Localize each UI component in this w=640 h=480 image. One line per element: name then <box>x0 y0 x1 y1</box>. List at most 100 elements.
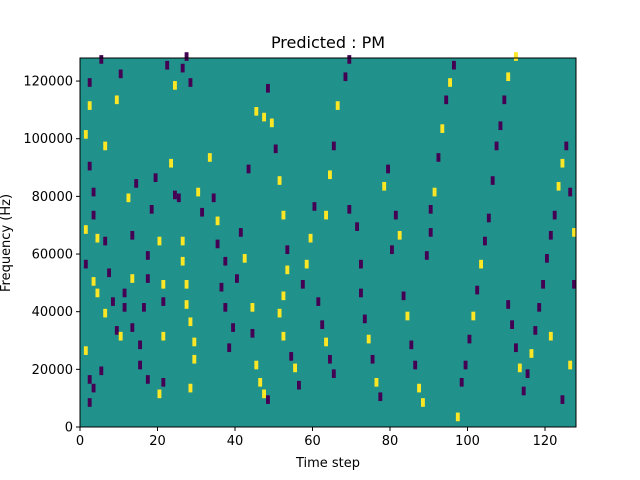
heatmap-cell <box>138 360 143 370</box>
heatmap-cell <box>432 187 437 197</box>
y-tick-label: 20000 <box>32 363 73 378</box>
heatmap-cell <box>196 187 201 197</box>
heatmap-cell <box>188 78 193 87</box>
heatmap-cell <box>486 213 491 223</box>
heatmap-cell <box>83 346 88 355</box>
heatmap-cell <box>421 398 425 407</box>
heatmap-cells <box>83 52 577 422</box>
heatmap-cell <box>297 380 301 390</box>
heatmap-cell <box>479 259 484 269</box>
heatmap-cell <box>424 251 429 260</box>
heatmap-cell <box>572 228 577 237</box>
heatmap-cell <box>564 141 569 151</box>
heatmap-cell <box>87 398 92 407</box>
heatmap-cell <box>494 141 499 151</box>
heatmap-cell <box>91 277 96 286</box>
heatmap-cell <box>413 360 418 370</box>
heatmap-cell <box>397 230 402 240</box>
heatmap-cell <box>556 181 561 191</box>
heatmap-cell <box>514 343 518 353</box>
heatmap-cell <box>308 233 313 243</box>
heatmap-cell <box>103 236 108 246</box>
heatmap-cell <box>510 320 515 329</box>
heatmap-cell <box>95 233 100 243</box>
heatmap-cell <box>374 377 379 387</box>
heatmap-cell <box>169 158 174 168</box>
heatmap-cell <box>328 354 332 364</box>
x-tick-label: 60 <box>304 434 321 449</box>
heatmap-cell <box>266 83 270 93</box>
heatmap-cell <box>215 239 220 249</box>
heatmap-cell <box>568 360 573 370</box>
heatmap-cell <box>83 130 88 139</box>
x-tick-label: 80 <box>382 434 399 449</box>
heatmap-cell <box>304 259 309 269</box>
heatmap-cell <box>463 360 468 370</box>
heatmap-cell <box>428 205 433 214</box>
heatmap-cell <box>87 78 92 87</box>
heatmap-cell <box>192 337 197 347</box>
heatmap-cell <box>91 210 96 220</box>
y-tick-label: 0 <box>65 421 73 436</box>
heatmap-cell <box>91 187 96 197</box>
x-axis: 0 20 40 60 80 100 120 <box>76 427 558 449</box>
heatmap-cell <box>184 52 189 61</box>
heatmap-cell <box>331 369 336 378</box>
heatmap-cell <box>266 395 270 404</box>
plot-frame <box>79 57 577 428</box>
heatmap-cell <box>289 352 294 361</box>
heatmap-cell <box>223 256 228 266</box>
y-tick-label: 80000 <box>32 190 73 205</box>
heatmap-cell <box>126 193 131 203</box>
heatmap-cell <box>231 323 236 332</box>
heatmap-cell <box>83 225 88 234</box>
heatmap-cell <box>541 279 546 289</box>
heatmap-cell <box>552 210 557 220</box>
heatmap-cell <box>545 254 549 263</box>
heatmap-cell <box>149 205 154 214</box>
y-tick-label: 120000 <box>23 75 73 90</box>
heatmap-cell <box>269 118 274 128</box>
heatmap-cell <box>359 288 363 298</box>
heatmap-cell <box>331 141 336 151</box>
heatmap-cell <box>145 375 150 384</box>
y-axis-label: Frequency (Hz) <box>0 194 14 292</box>
x-tick-label: 40 <box>227 434 244 449</box>
heatmap-cell <box>324 337 329 347</box>
heatmap-cell <box>316 297 321 306</box>
heatmap-cell <box>250 328 255 338</box>
heatmap-cell <box>99 366 104 376</box>
heatmap-cell <box>173 190 177 200</box>
heatmap-cell <box>370 354 375 364</box>
heatmap-cell <box>455 412 460 422</box>
plot-background <box>80 58 576 427</box>
heatmap-cell <box>87 161 92 171</box>
x-tick-label: 120 <box>533 434 558 449</box>
heatmap-cell <box>448 78 453 87</box>
heatmap-cell <box>440 124 445 133</box>
heatmap-cell <box>200 207 205 217</box>
heatmap-cell <box>459 377 464 387</box>
heatmap-cell <box>409 340 414 350</box>
heatmap-cell <box>471 311 476 321</box>
heatmap-cell <box>142 303 146 312</box>
heatmap-cell <box>452 60 456 70</box>
heatmap-cell <box>378 392 383 402</box>
heatmap-cell <box>502 95 507 105</box>
y-tick-label: 40000 <box>32 305 73 320</box>
heatmap-cell <box>355 222 360 231</box>
heatmap-cell <box>254 360 259 370</box>
y-tick-label: 60000 <box>32 248 73 263</box>
y-tick-label: 100000 <box>23 132 73 147</box>
heatmap-cell <box>118 331 123 341</box>
heatmap-cell <box>161 297 166 306</box>
heatmap-cell <box>114 95 119 105</box>
heatmap-cell <box>207 153 212 162</box>
heatmap-cell <box>184 279 189 289</box>
heatmap-cell <box>490 176 495 185</box>
heatmap-cell <box>180 236 185 246</box>
heatmap-cell <box>223 303 228 312</box>
heatmap-cell <box>281 291 286 301</box>
heatmap-cell <box>273 144 278 154</box>
